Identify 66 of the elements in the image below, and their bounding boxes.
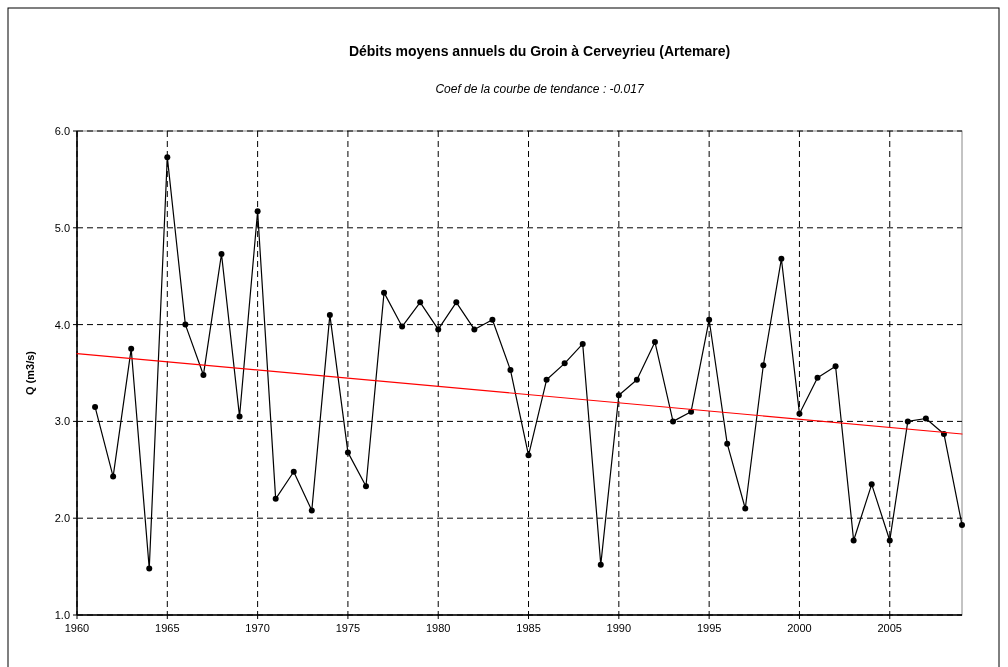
point <box>904 418 911 425</box>
y-axis-title: Q (m3/s) <box>24 350 36 396</box>
chart-subtitle: Coef de la courbe de tendance : -0.017 <box>435 82 645 96</box>
y-tick-label: 6.0 <box>54 125 70 137</box>
point <box>633 376 640 383</box>
point <box>164 154 171 161</box>
point <box>850 537 857 544</box>
x-tick-label: 1975 <box>335 622 361 634</box>
x-tick-label: 1980 <box>425 622 451 634</box>
x-tick-label: 2000 <box>787 622 812 634</box>
point <box>922 415 929 422</box>
point <box>832 363 839 370</box>
point <box>362 483 369 490</box>
point <box>760 362 767 369</box>
point <box>308 507 315 514</box>
point <box>218 250 225 257</box>
point <box>381 289 388 296</box>
point <box>814 374 821 381</box>
point <box>507 367 514 374</box>
y-tick-label: 3.0 <box>54 415 70 428</box>
y-tick-label: 5.0 <box>54 221 70 234</box>
point <box>489 316 496 323</box>
point <box>579 340 586 347</box>
x-tick-label: 2005 <box>877 622 902 634</box>
point <box>453 299 460 306</box>
point <box>128 345 135 352</box>
point <box>200 371 207 378</box>
x-tick-label: 1985 <box>516 622 541 634</box>
chart-title: Débits moyens annuels du Groin à Cerveyrieu (Artemare) <box>348 43 731 59</box>
point <box>615 392 622 399</box>
point <box>254 208 261 215</box>
y-tick-label: 1.0 <box>54 609 70 621</box>
point <box>706 316 713 323</box>
point <box>471 326 478 333</box>
point <box>272 495 279 502</box>
point <box>543 376 550 383</box>
point <box>778 255 785 262</box>
y-tick-label: 2.0 <box>54 512 70 525</box>
point <box>110 473 117 480</box>
x-tick-label: 1960 <box>64 622 90 634</box>
point <box>236 413 243 420</box>
y-tick-label: 4.0 <box>54 318 70 331</box>
point <box>92 403 99 410</box>
point <box>886 537 893 544</box>
point <box>651 339 658 346</box>
x-tick-label: 1990 <box>606 622 632 634</box>
point <box>326 311 333 318</box>
point <box>182 321 189 328</box>
point <box>146 565 153 572</box>
point <box>399 323 406 330</box>
point <box>525 452 532 459</box>
point <box>670 418 677 425</box>
point <box>868 481 875 488</box>
point <box>417 299 424 306</box>
point <box>561 360 568 367</box>
point <box>290 468 297 475</box>
x-tick-label: 1965 <box>155 622 180 634</box>
x-tick-label: 1970 <box>245 622 270 634</box>
x-tick-label: 1995 <box>696 622 722 634</box>
point <box>597 561 604 568</box>
point <box>344 449 351 456</box>
point <box>724 440 731 447</box>
point <box>796 410 803 417</box>
point <box>435 326 442 333</box>
point <box>959 521 965 528</box>
point <box>742 505 749 512</box>
